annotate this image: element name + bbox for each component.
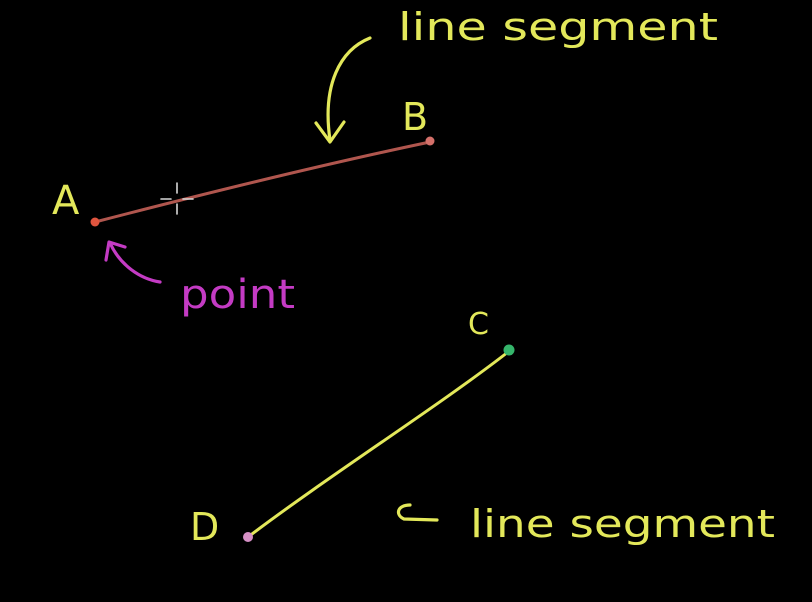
label-d: D	[190, 505, 219, 549]
line-segment-label-bottom: line segment	[470, 502, 775, 546]
point-c	[503, 344, 515, 356]
curved-arrow-up-icon	[104, 240, 162, 284]
point-a	[90, 217, 100, 227]
point-b	[425, 136, 435, 146]
label-b: B	[402, 95, 428, 139]
segment-cd	[246, 350, 510, 539]
hook-arrow-left-icon	[396, 503, 439, 522]
point-label: point	[180, 272, 295, 318]
curved-arrow-down-icon	[314, 36, 372, 144]
point-d	[243, 532, 253, 542]
crosshair-cursor-icon	[160, 182, 194, 215]
segment-ab	[93, 140, 432, 224]
label-c: C	[468, 307, 489, 342]
label-a: A	[52, 178, 80, 224]
line-segment-label-top: line segment	[398, 5, 718, 49]
